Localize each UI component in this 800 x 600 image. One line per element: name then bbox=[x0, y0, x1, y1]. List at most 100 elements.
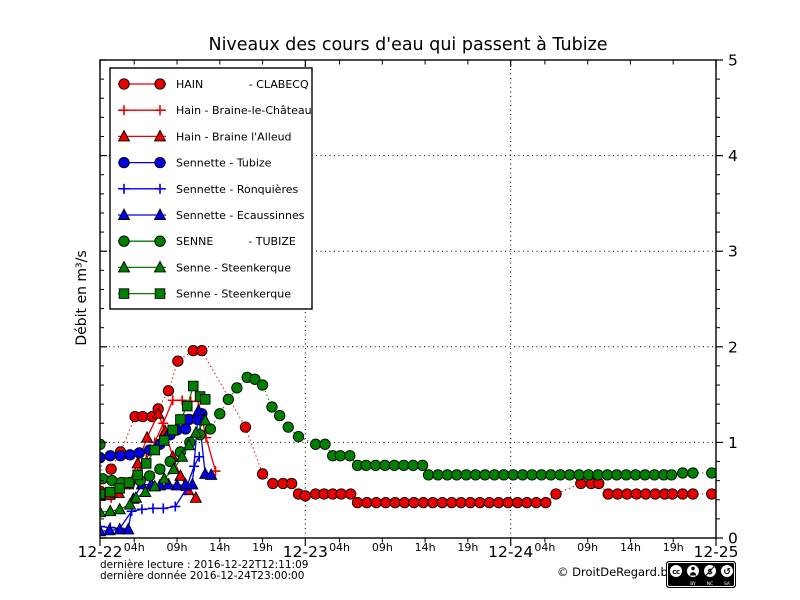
sa-icon-symbol: ↺ bbox=[723, 568, 731, 578]
marker-square bbox=[105, 486, 116, 498]
marker-circle bbox=[687, 467, 699, 479]
legend-entry-sennette-ronqui-res-4: Sennette - Ronquières bbox=[118, 183, 298, 196]
marker-square bbox=[149, 444, 161, 456]
marker-circle bbox=[282, 421, 294, 433]
marker-square bbox=[140, 458, 152, 469]
marker-circle bbox=[256, 379, 269, 391]
x-hour-label: 14h bbox=[209, 541, 230, 554]
nc-icon-symbol: $ bbox=[707, 567, 713, 576]
marker-circle bbox=[133, 447, 146, 459]
marker-circle bbox=[334, 450, 347, 462]
legend-entry-hain-braine-le-ch-teau-1: Hain - Braine-le-Château bbox=[118, 104, 312, 117]
marker-square bbox=[100, 488, 106, 500]
marker-square bbox=[199, 394, 211, 405]
marker-circle bbox=[361, 496, 373, 509]
marker-circle bbox=[648, 469, 661, 481]
marker-square bbox=[114, 483, 125, 494]
marker-triangle bbox=[117, 208, 131, 220]
marker-circle bbox=[483, 496, 495, 509]
marker-triangle bbox=[153, 260, 167, 273]
marker-circle bbox=[407, 459, 419, 471]
series-hain-clabecq-0 bbox=[100, 344, 716, 509]
marker-circle bbox=[408, 496, 420, 509]
marker-circle bbox=[535, 469, 548, 481]
x-hour-label: 09h bbox=[167, 541, 188, 554]
marker-triangle bbox=[131, 456, 144, 469]
marker-triangle bbox=[204, 468, 218, 480]
marker-circle bbox=[231, 382, 243, 394]
chart-title: Niveaux des cours d'eau qui passent à Tu… bbox=[208, 35, 607, 55]
marker-circle bbox=[436, 496, 448, 509]
legend-entry-sennette-ecaussinnes-5: Sennette - Ecaussinnes bbox=[117, 208, 305, 222]
marker-circle bbox=[344, 450, 356, 462]
marker-circle bbox=[687, 488, 699, 500]
marker-circle bbox=[249, 373, 261, 385]
marker-circle bbox=[427, 496, 439, 509]
cc-badge-border bbox=[667, 562, 735, 587]
marker-triangle bbox=[103, 523, 116, 536]
marker-circle bbox=[620, 469, 632, 481]
marker-triangle bbox=[104, 504, 117, 517]
copyright: © DroitDeRegard.be bbox=[557, 565, 675, 579]
legend: HAIN - CLABECQ Hain - Braine-le-Château Ha… bbox=[109, 67, 313, 310]
marker-circle bbox=[592, 469, 604, 481]
marker-square bbox=[182, 400, 193, 412]
marker-circle bbox=[274, 409, 286, 422]
marker-triangle bbox=[182, 438, 196, 451]
marker-circle bbox=[474, 496, 486, 509]
x-hour-label: 09h bbox=[577, 541, 598, 554]
marker-square bbox=[188, 380, 199, 392]
marker-circle bbox=[441, 469, 454, 481]
marker-triangle bbox=[139, 485, 152, 498]
y-tick-label: 0 bbox=[728, 530, 738, 548]
marker-circle bbox=[204, 423, 217, 435]
x-hour-label: 19h bbox=[457, 541, 478, 554]
marker-triangle bbox=[170, 478, 184, 491]
marker-circle bbox=[432, 469, 444, 481]
marker-circle bbox=[137, 410, 149, 423]
marker-square bbox=[158, 435, 170, 446]
legend-entry-hain-clabecq-0: HAIN - CLABECQ bbox=[118, 78, 309, 91]
x-date-label: 12-22 bbox=[77, 543, 122, 561]
marker-circle bbox=[550, 488, 562, 500]
series-senne-steenkerque-7 bbox=[100, 413, 212, 518]
cc-license-badge: cc $ ↺ BY NC SA bbox=[666, 561, 736, 588]
legend-entry-senne-steenkerque-7: Senne - Steenkerque bbox=[117, 260, 291, 274]
marker-triangle bbox=[186, 477, 199, 490]
marker-circle bbox=[554, 469, 566, 481]
cc-icon-text: cc bbox=[672, 568, 680, 576]
marker-triangle bbox=[113, 522, 126, 535]
by-icon-body bbox=[689, 572, 697, 576]
marker-circle bbox=[676, 488, 689, 500]
marker-circle bbox=[601, 469, 613, 481]
marker-circle bbox=[676, 467, 689, 479]
marker-circle bbox=[422, 469, 435, 481]
data-series bbox=[100, 344, 716, 537]
marker-circle bbox=[417, 496, 430, 509]
marker-triangle bbox=[167, 462, 180, 475]
marker-circle bbox=[345, 488, 357, 500]
marker-triangle bbox=[113, 502, 126, 515]
legend-label: SENNE - TUBIZE bbox=[176, 235, 296, 248]
marker-circle bbox=[256, 468, 269, 480]
footer-last-data: dernière donnée 2016-12-24T23:00:00 bbox=[100, 570, 304, 582]
marker-circle bbox=[629, 469, 642, 481]
marker-circle bbox=[469, 469, 482, 481]
marker-circle bbox=[124, 449, 136, 461]
marker-circle bbox=[222, 393, 234, 406]
marker-triangle bbox=[192, 403, 205, 416]
legend-label: Hain - Braine l'Alleud bbox=[176, 130, 292, 143]
marker-triangle bbox=[121, 522, 135, 535]
marker-circle bbox=[516, 469, 529, 481]
marker-circle bbox=[299, 490, 311, 502]
marker-triangle bbox=[198, 413, 212, 426]
marker-circle bbox=[370, 496, 382, 509]
marker-circle bbox=[214, 408, 226, 420]
legend-entry-sennette-tubize-3: Sennette - Tubize bbox=[118, 157, 272, 170]
y-tick-label: 2 bbox=[728, 338, 738, 356]
marker-triangle bbox=[100, 505, 107, 518]
marker-square bbox=[132, 469, 143, 481]
y-tick-label: 3 bbox=[728, 243, 738, 261]
marker-circle bbox=[380, 496, 392, 509]
marker-triangle bbox=[129, 490, 143, 503]
